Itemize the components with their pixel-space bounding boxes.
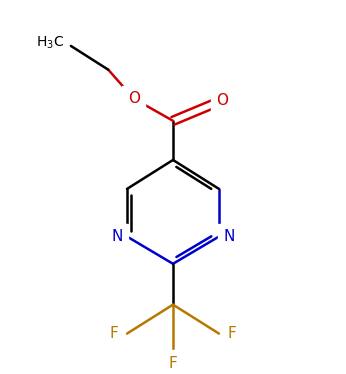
- Text: O: O: [128, 91, 140, 106]
- Text: N: N: [224, 229, 235, 244]
- Text: F: F: [169, 356, 177, 371]
- Text: H$_3$C: H$_3$C: [36, 34, 64, 51]
- Text: F: F: [110, 326, 119, 341]
- Text: N: N: [111, 229, 122, 244]
- Text: O: O: [216, 93, 228, 108]
- Text: F: F: [227, 326, 236, 341]
